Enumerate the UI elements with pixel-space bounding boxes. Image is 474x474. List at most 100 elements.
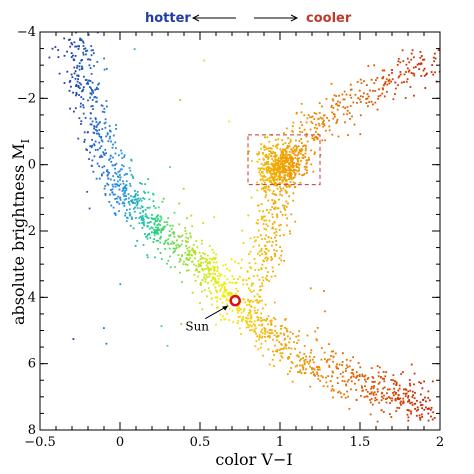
star-point	[402, 371, 404, 373]
star-point	[290, 148, 292, 151]
star-point	[317, 375, 320, 377]
star-point	[229, 293, 232, 296]
star-point	[281, 179, 283, 182]
star-point	[269, 147, 272, 149]
star-point	[70, 42, 73, 44]
star-point	[262, 279, 265, 282]
star-point	[154, 220, 157, 223]
star-point	[359, 114, 362, 117]
star-point	[367, 376, 370, 379]
star-point	[366, 84, 368, 86]
star-point	[300, 372, 303, 374]
star-point	[377, 95, 380, 98]
star-point	[156, 224, 159, 227]
star-point	[364, 378, 366, 381]
star-point	[206, 295, 208, 298]
star-point	[99, 156, 101, 159]
star-point	[187, 269, 190, 272]
star-point	[374, 101, 377, 104]
star-point	[157, 223, 160, 225]
star-point	[385, 78, 388, 81]
star-point	[376, 390, 379, 393]
star-point	[265, 191, 267, 194]
star-point	[276, 147, 279, 150]
star-point	[267, 249, 270, 252]
star-point	[295, 166, 298, 168]
star-point	[359, 95, 362, 98]
star-point	[349, 105, 352, 107]
star-point	[279, 332, 282, 335]
star-point	[296, 160, 299, 162]
star-point	[278, 182, 281, 184]
star-point	[197, 271, 200, 273]
star-point	[241, 318, 243, 321]
hotter-label: hotter	[145, 11, 191, 26]
star-point	[274, 158, 277, 160]
star-point	[434, 57, 437, 60]
star-point	[281, 165, 284, 168]
star-point	[253, 320, 256, 323]
star-point	[266, 179, 269, 182]
star-point	[275, 250, 278, 252]
star-point	[285, 191, 288, 194]
star-point	[122, 165, 125, 168]
star-point	[256, 252, 259, 255]
star-point	[268, 280, 270, 283]
star-point	[222, 294, 225, 297]
star-point	[253, 306, 256, 309]
star-point	[74, 45, 77, 48]
star-point	[396, 64, 399, 66]
star-point	[383, 394, 385, 397]
star-point	[195, 264, 198, 267]
star-point	[103, 122, 106, 125]
star-point	[249, 320, 251, 323]
star-point	[272, 150, 275, 153]
star-point	[226, 292, 229, 294]
star-point	[99, 147, 101, 150]
star-point	[282, 153, 284, 156]
star-point	[394, 380, 397, 383]
star-point	[144, 183, 147, 185]
star-point	[285, 165, 288, 168]
star-point	[256, 236, 259, 239]
star-point	[344, 396, 347, 399]
star-point	[414, 402, 417, 405]
star-point	[294, 186, 296, 189]
star-point	[405, 80, 408, 83]
star-point	[261, 299, 263, 302]
star-point	[269, 167, 272, 170]
star-point	[188, 252, 190, 255]
star-point	[84, 117, 87, 119]
star-point	[284, 184, 287, 187]
star-point	[361, 387, 363, 389]
star-point	[407, 396, 409, 399]
star-point	[297, 335, 300, 337]
star-point	[320, 358, 323, 361]
star-point	[359, 101, 362, 103]
star-point	[160, 230, 163, 233]
star-point	[105, 170, 108, 173]
star-point	[138, 222, 141, 225]
star-point	[369, 399, 371, 401]
star-point	[90, 92, 93, 95]
star-point	[296, 165, 299, 168]
star-point	[277, 176, 280, 179]
star-point	[316, 373, 319, 375]
star-point	[123, 198, 126, 201]
star-point	[189, 257, 191, 259]
star-point	[142, 244, 145, 246]
star-point	[263, 163, 266, 166]
star-point	[75, 85, 77, 87]
star-point	[356, 375, 358, 378]
star-point	[252, 289, 255, 292]
star-point	[292, 130, 294, 133]
star-point	[89, 112, 92, 114]
star-point	[282, 332, 285, 335]
star-point	[315, 131, 317, 133]
star-point	[260, 268, 263, 271]
star-point	[208, 257, 211, 260]
star-point	[96, 124, 99, 127]
star-point	[100, 139, 103, 142]
star-point	[233, 278, 235, 280]
star-point	[212, 278, 215, 280]
